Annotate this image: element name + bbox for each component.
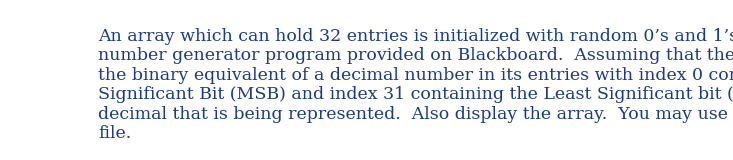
Text: Significant Bit (MSB) and index 31 containing the Least Significant bit (LSB), d: Significant Bit (MSB) and index 31 conta… [98,86,733,103]
Text: decimal that is being represented.  Also display the array.  You may use the mat: decimal that is being represented. Also … [98,106,733,123]
Text: number generator program provided on Blackboard.  Assuming that the array now ho: number generator program provided on Bla… [98,47,733,64]
Text: file.: file. [98,125,132,142]
Text: An array which can hold 32 entries is initialized with random 0’s and 1’s using : An array which can hold 32 entries is in… [98,28,733,45]
Text: the binary equivalent of a decimal number in its entries with index 0 containing: the binary equivalent of a decimal numbe… [98,67,733,84]
